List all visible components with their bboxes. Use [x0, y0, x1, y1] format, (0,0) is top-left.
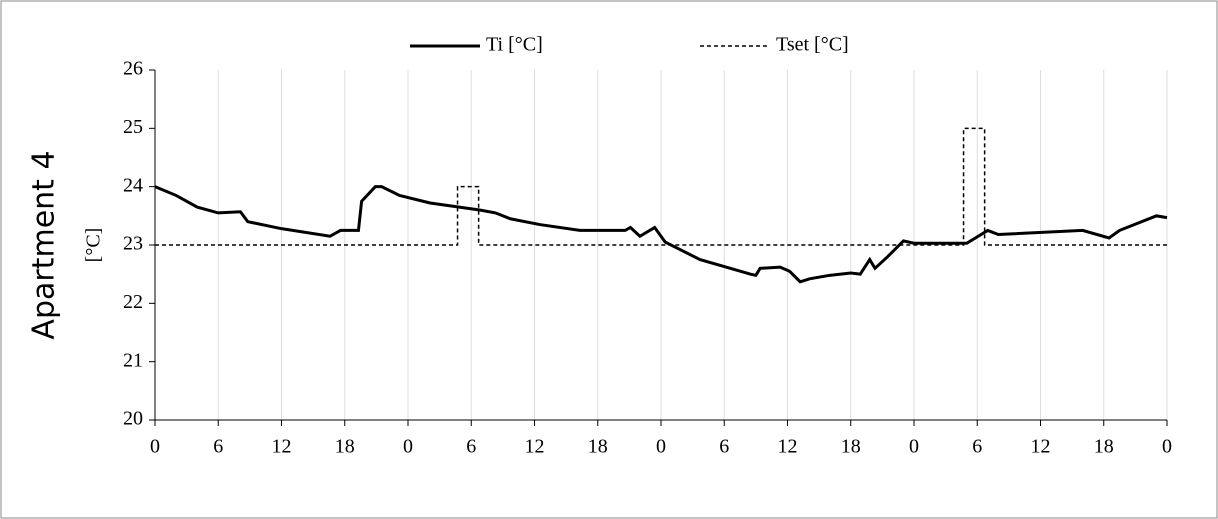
x-tick-label: 12 — [525, 436, 545, 458]
y-tick-label: 23 — [123, 233, 143, 255]
x-tick-label: 6 — [972, 436, 982, 458]
x-tick-label: 0 — [1162, 436, 1172, 458]
x-tick-label: 18 — [1094, 436, 1114, 458]
x-tick-label: 18 — [841, 436, 861, 458]
legend-label: Tset [°C] — [776, 34, 849, 56]
x-tick-label: 6 — [213, 436, 223, 458]
y-tick-label: 21 — [123, 349, 143, 371]
y-tick-label: 22 — [123, 291, 143, 313]
x-tick-label: 18 — [335, 436, 355, 458]
y-axis-label: [°C] — [83, 228, 105, 263]
x-tick-label: 6 — [719, 436, 729, 458]
x-tick-label: 0 — [150, 436, 160, 458]
y-tick-label: 24 — [123, 174, 143, 196]
x-tick-label: 12 — [272, 436, 292, 458]
x-tick-label: 12 — [1031, 436, 1051, 458]
x-tick-label: 0 — [909, 436, 919, 458]
x-tick-label: 0 — [656, 436, 666, 458]
x-tick-label: 18 — [588, 436, 608, 458]
side-title: Apartment 4 — [27, 150, 62, 339]
x-tick-label: 12 — [778, 436, 798, 458]
y-tick-label: 20 — [123, 408, 143, 430]
y-tick-label: 25 — [123, 116, 143, 138]
x-tick-label: 0 — [403, 436, 413, 458]
legend-label: Ti [°C] — [486, 34, 543, 56]
x-tick-label: 6 — [466, 436, 476, 458]
series-line — [155, 127, 1167, 246]
y-tick-label: 26 — [123, 58, 143, 80]
series-line — [154, 185, 1168, 284]
